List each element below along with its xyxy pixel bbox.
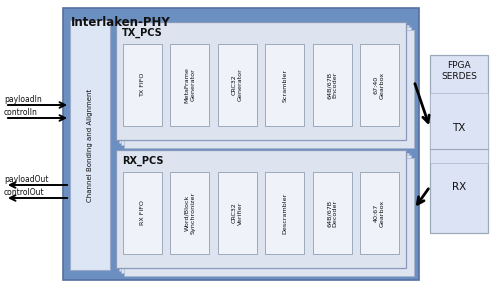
Text: Interlaken-PHY: Interlaken-PHY (71, 16, 171, 29)
Text: Descrambler: Descrambler (282, 192, 287, 234)
Bar (265, 172, 304, 254)
Text: TX FIFO: TX FIFO (140, 73, 145, 97)
Bar (118, 24, 408, 143)
Text: TX: TX (452, 123, 466, 133)
Bar (124, 29, 414, 147)
Text: Channel Bonding and Alignment: Channel Bonding and Alignment (87, 88, 93, 202)
Bar (170, 172, 209, 254)
Text: MetaFrame
Generator: MetaFrame Generator (184, 67, 196, 103)
Text: 64B/67B
Encoder: 64B/67B Encoder (326, 71, 338, 98)
Bar (218, 172, 257, 254)
Text: payloadOut: payloadOut (4, 175, 48, 184)
Bar (312, 172, 352, 254)
Bar (116, 22, 406, 140)
Text: RX FIFO: RX FIFO (140, 200, 145, 226)
Bar (265, 44, 304, 126)
Text: payloadIn: payloadIn (4, 95, 42, 104)
Bar (123, 44, 162, 126)
Bar (123, 172, 162, 254)
Bar (312, 44, 352, 126)
Bar (170, 44, 209, 126)
Bar (121, 155, 411, 273)
Bar (430, 55, 488, 233)
Text: RX: RX (452, 181, 466, 192)
Text: Scrambler: Scrambler (282, 69, 287, 102)
Bar (360, 172, 399, 254)
Bar (430, 93, 488, 163)
Text: CRC32
Verifier: CRC32 Verifier (232, 201, 243, 225)
Bar (124, 158, 414, 276)
Bar (218, 44, 257, 126)
Text: RX_PCS: RX_PCS (122, 156, 164, 166)
Bar (118, 153, 408, 270)
Text: controlOut: controlOut (4, 188, 44, 197)
Text: 67:40
Gearbox: 67:40 Gearbox (374, 71, 385, 98)
Bar (116, 150, 406, 268)
Text: TX_PCS: TX_PCS (122, 28, 163, 38)
Bar (70, 20, 110, 270)
Text: FPGA
SERDES: FPGA SERDES (441, 61, 477, 81)
Text: 40:67
Gearbox: 40:67 Gearbox (374, 199, 385, 227)
Text: CRC32
Generator: CRC32 Generator (232, 69, 243, 101)
Text: 64B/67B
Decoder: 64B/67B Decoder (326, 199, 338, 227)
Bar (121, 27, 411, 145)
Bar (63, 8, 419, 280)
Text: Word/Block
Synchronizer: Word/Block Synchronizer (184, 192, 196, 234)
Text: controlIn: controlIn (4, 108, 38, 117)
Bar (360, 44, 399, 126)
